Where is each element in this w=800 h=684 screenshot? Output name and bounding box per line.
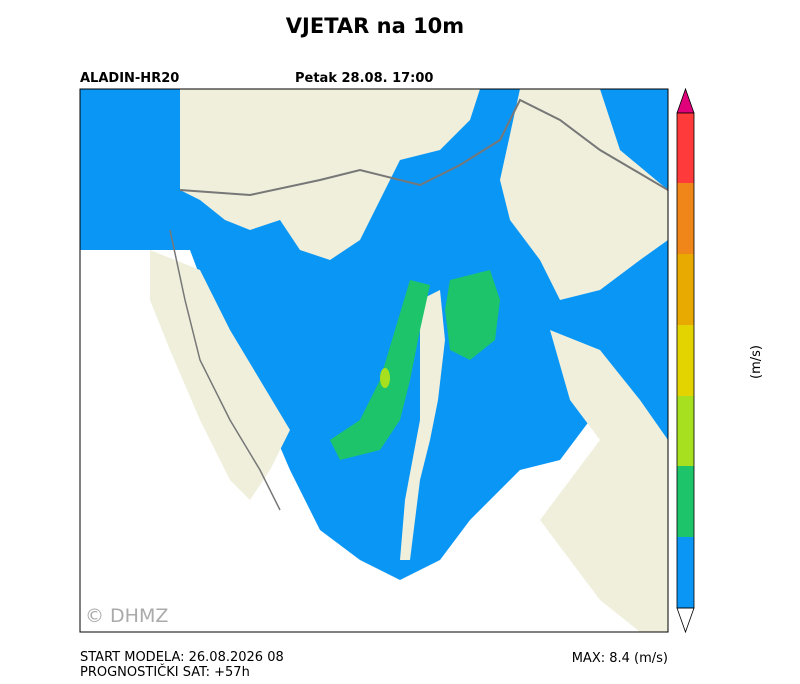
- model-name: ALADIN-HR20: [80, 71, 179, 86]
- map-frame: [79, 88, 669, 633]
- wind-zone-green: [445, 270, 500, 360]
- forecast-hour: PROGNOSTIČKI SAT: +57h: [80, 664, 250, 680]
- copyright: © DHMZ: [85, 605, 168, 627]
- title: VJETAR na 10m: [286, 14, 464, 38]
- valid-time: Petak 28.08. 17:00: [295, 71, 433, 86]
- colorbar-frame: [676, 112, 695, 609]
- land-velebit: [540, 330, 668, 632]
- wind-zone-green: [330, 280, 430, 460]
- colorbar-band: [677, 183, 694, 254]
- wind-zone-yellow: [380, 368, 390, 388]
- colorbar-band: [677, 113, 694, 184]
- model-start: START MODELA: 26.08.2026 08: [80, 650, 284, 665]
- colorbar-band: [677, 396, 694, 467]
- border: [179, 98, 668, 197]
- max-wind: MAX: 8.4 (m/s): [572, 651, 668, 666]
- colorbar-band: [677, 537, 694, 608]
- land-istria-west: [150, 250, 290, 500]
- coastline: [169, 229, 281, 511]
- colorbar-unit: (m/s): [749, 345, 764, 379]
- land-cres: [400, 290, 445, 560]
- colorbar-band: [677, 325, 694, 396]
- colorbar-band: [677, 254, 694, 325]
- map: [80, 89, 668, 632]
- colorbar-band: [677, 466, 694, 537]
- land-northeast: [500, 89, 668, 300]
- land-istria-north: [180, 89, 480, 260]
- colorbar: (m/s): [676, 87, 764, 634]
